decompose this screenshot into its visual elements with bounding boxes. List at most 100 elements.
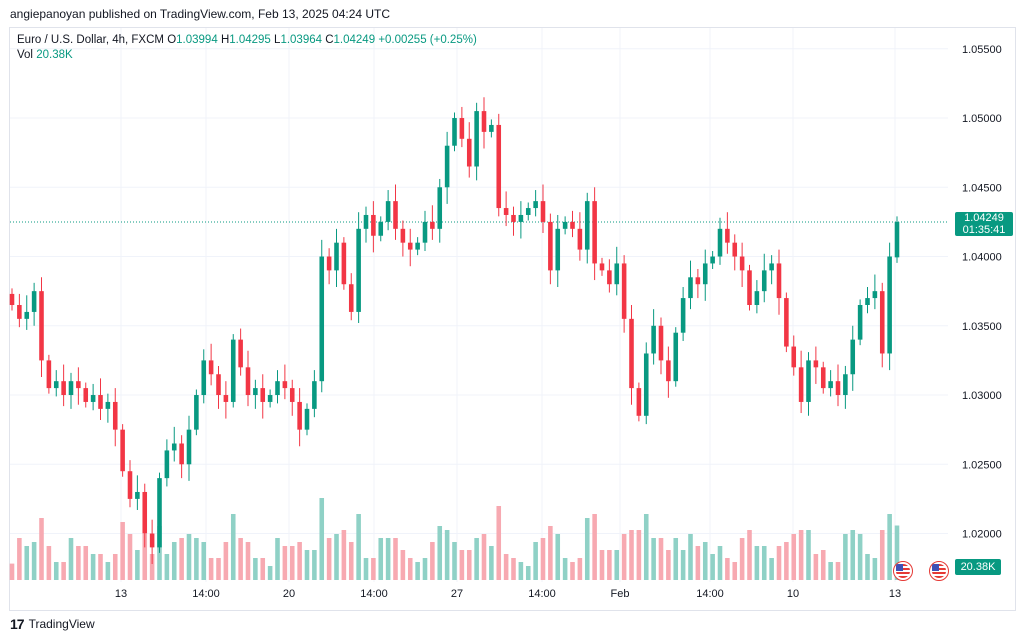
volume-bar: [503, 554, 509, 580]
candle-body: [828, 381, 833, 389]
current-price-badge: 1.04249 01:35:41: [955, 212, 1013, 236]
volume-bar: [17, 538, 22, 580]
event-flag-icon[interactable]: [929, 561, 949, 581]
candle-body: [83, 388, 89, 402]
volume-bar: [732, 562, 738, 580]
legend-h-label: H: [220, 34, 230, 46]
x-tick-label: 14:00: [360, 588, 388, 600]
volume-bar: [548, 526, 553, 580]
volume-bar: [614, 550, 620, 580]
volume-bar: [171, 542, 177, 580]
y-tick-label: 1.02500: [962, 459, 1002, 471]
volume-bar: [865, 554, 870, 580]
candle-body: [636, 388, 642, 416]
volume-bar: [887, 514, 892, 580]
volume-bar: [872, 558, 878, 580]
candle-body: [695, 277, 701, 285]
volume-bar: [135, 550, 140, 580]
candle-body: [850, 339, 856, 375]
candle-body: [813, 360, 819, 368]
volume-bar: [201, 542, 207, 580]
candle-body: [341, 242, 347, 285]
candle-body: [592, 201, 597, 264]
volume-bar: [754, 546, 760, 580]
candle-body: [607, 270, 612, 285]
volume-bar: [452, 542, 457, 580]
candle-body: [98, 395, 103, 409]
volume-bar: [798, 530, 804, 580]
candle-body: [894, 221, 900, 258]
volume-bar: [850, 530, 856, 580]
volume-bar: [356, 514, 361, 580]
volume-bars: [9, 498, 900, 580]
legend-change: +0.00255 (+0.25%): [378, 34, 477, 46]
volume-bar: [739, 538, 745, 580]
y-tick-label: 1.03000: [962, 390, 1002, 402]
candle-body: [201, 360, 207, 396]
volume-bar: [466, 550, 472, 580]
candle-body: [725, 228, 730, 243]
footer-branding[interactable]: 17 TradingView: [10, 616, 95, 632]
candle-body: [194, 395, 199, 430]
volume-bar: [216, 558, 221, 580]
chart-frame[interactable]: [9, 27, 1016, 611]
candle-body: [253, 388, 258, 396]
volume-bar: [407, 558, 413, 580]
volume-bar: [415, 562, 420, 580]
volume-bar: [267, 566, 273, 580]
candle-body: [791, 346, 797, 368]
volume-bar: [643, 514, 649, 580]
x-tick-label: 14:00: [528, 588, 556, 600]
candle-body: [46, 360, 52, 389]
candle-body: [348, 284, 354, 312]
candle-body: [415, 242, 420, 250]
volume-bar: [489, 546, 494, 580]
volume-bar: [717, 546, 723, 580]
volume-bar: [577, 558, 583, 580]
legend-vol-value: 20.38K: [36, 49, 73, 61]
candle-body: [238, 339, 243, 368]
candle-body: [230, 339, 236, 402]
volume-bar: [555, 534, 561, 580]
candle-body: [9, 293, 15, 305]
candle-body: [245, 367, 251, 396]
y-tick-label: 1.05000: [962, 113, 1002, 125]
candle-body: [334, 242, 339, 271]
candle-body: [702, 263, 708, 285]
volume-bar: [459, 550, 465, 580]
volume-bar: [570, 562, 575, 580]
volume-bar: [112, 554, 118, 580]
event-flag-icon[interactable]: [893, 561, 913, 581]
candle-body: [548, 221, 553, 271]
candle-body: [68, 381, 74, 396]
candle-body: [658, 325, 664, 361]
candle-body: [806, 360, 811, 402]
candle-body: [400, 228, 406, 243]
candle-body: [275, 381, 280, 396]
volume-bar: [194, 538, 199, 580]
volume-bar: [253, 558, 258, 580]
y-tick-label: 1.05500: [962, 44, 1002, 56]
legend: Euro / U.S. Dollar, 4h, FXCM O1.03994 H1…: [17, 33, 477, 63]
candle-body: [651, 325, 656, 354]
volume-bar: [371, 558, 376, 580]
volume-bar: [142, 534, 148, 580]
volume-bar: [496, 506, 502, 580]
volume-bar: [98, 554, 103, 580]
candle-body: [289, 388, 295, 402]
candle-body: [732, 242, 738, 257]
candle-body: [614, 263, 620, 285]
legend-symbol: Euro / U.S. Dollar, 4h, FXCM: [17, 34, 164, 46]
volume-bar: [835, 562, 841, 580]
volume-bar: [83, 546, 89, 580]
volume-bar: [157, 526, 162, 580]
y-tick-label: 1.04500: [962, 182, 1002, 194]
volume-bar: [481, 534, 487, 580]
volume-bar: [238, 538, 243, 580]
volume-bar: [186, 534, 192, 580]
volume-bar: [275, 538, 280, 580]
candle-body: [518, 214, 524, 222]
candle-body: [599, 263, 605, 271]
candle-body: [105, 401, 111, 409]
